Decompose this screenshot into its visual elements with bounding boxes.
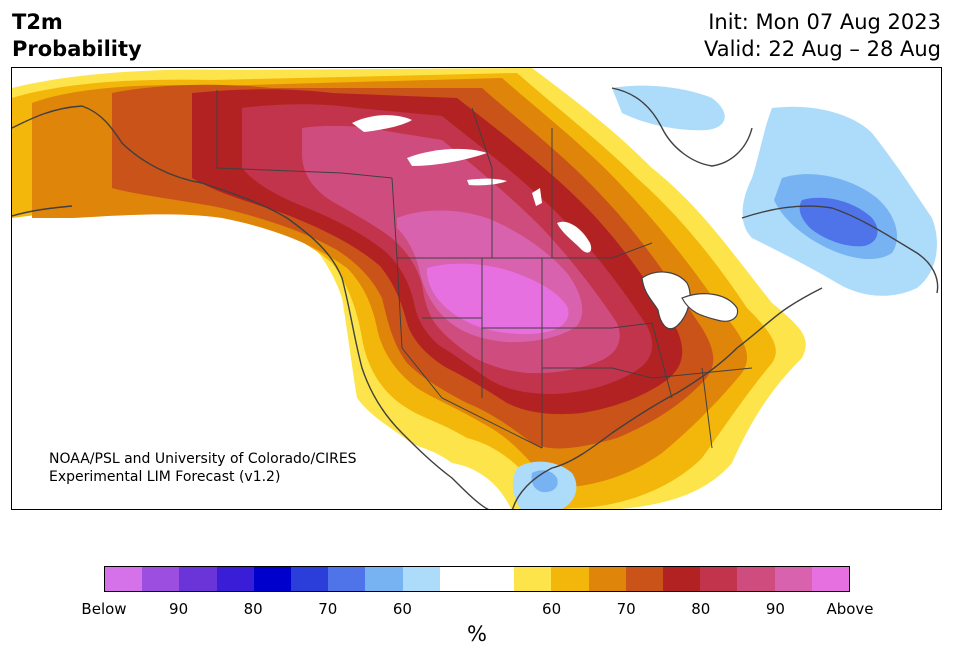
contour-above-max	[426, 263, 569, 335]
border-prairie-provinces	[471, 107, 553, 258]
colorbar-swatch	[365, 567, 403, 591]
lake-huron	[681, 293, 739, 322]
colorbar-tick-label: 60	[542, 600, 562, 618]
map-frame	[11, 67, 942, 510]
title-line-2: Probability	[12, 37, 142, 61]
colorbar-tick-label: 60	[392, 600, 412, 618]
colorbar-swatch	[142, 567, 180, 591]
contour-below-75	[799, 197, 878, 247]
hudson-bay-coast	[611, 87, 753, 167]
colorbar-swatch	[439, 567, 478, 591]
border-central-states	[422, 317, 612, 448]
great-slave-lake	[407, 148, 487, 166]
labrador-coast	[741, 205, 939, 294]
alaska-south-coast	[12, 205, 73, 217]
state-borders	[216, 90, 753, 449]
contour-below-60-north	[612, 85, 725, 131]
colorbar	[104, 566, 850, 592]
border-plains	[541, 258, 653, 379]
great-lakes	[641, 271, 691, 330]
coastline-outlines	[12, 87, 939, 509]
colorbar-tick-label: 90	[169, 600, 189, 618]
colorbar-swatch	[588, 567, 626, 591]
date-block: Init: Mon 07 Aug 2023 Valid: 22 Aug – 28…	[704, 9, 941, 63]
border-bc-alberta	[216, 90, 393, 179]
probability-fills	[12, 68, 937, 509]
credit-text: NOAA/PSL and University of Colorado/CIRE…	[49, 450, 357, 486]
colorbar-swatch	[253, 567, 292, 591]
colorbar-swatch	[105, 567, 143, 591]
colorbar-swatch	[700, 567, 738, 591]
colorbar-swatch	[216, 567, 254, 591]
pacific-coastline	[12, 105, 490, 509]
colorbar-swatch	[551, 567, 589, 591]
lake-small	[532, 188, 542, 206]
colorbar-tick-label: Below	[81, 600, 127, 618]
credit-line-2: Experimental LIM Forecast (v1.2)	[49, 469, 281, 485]
valid-range: Valid: 22 Aug – 28 Aug	[703, 37, 941, 61]
colorbar-tick-label: 90	[765, 600, 785, 618]
colorbar-swatch	[477, 567, 515, 591]
colorbar-tick-label: 70	[616, 600, 636, 618]
colorbar-swatch	[402, 567, 440, 591]
border-western-states	[396, 257, 543, 449]
colorbar-swatch	[737, 567, 775, 591]
colorbar-tick-label: 80	[691, 600, 711, 618]
title-block: T2m Probability	[12, 9, 142, 63]
colorbar-swatch	[774, 567, 812, 591]
colorbar-swatch	[328, 567, 366, 591]
colorbar-swatch	[291, 567, 329, 591]
colorbar-swatch	[179, 567, 217, 591]
probability-map	[12, 68, 941, 509]
title-line-1: T2m	[12, 10, 63, 34]
atlantic-coastline	[511, 287, 823, 509]
colorbar-tick-label: Above	[826, 600, 874, 618]
border-us-canada	[391, 177, 653, 259]
colorbar-tick-label: 70	[318, 600, 338, 618]
lake-athabasca	[467, 178, 507, 186]
border-midwest	[611, 322, 753, 449]
great-bear-lake	[352, 115, 412, 132]
colorbar-swatch	[811, 567, 850, 591]
init-date: Init: Mon 07 Aug 2023	[708, 10, 941, 34]
credit-line-1: NOAA/PSL and University of Colorado/CIRE…	[49, 451, 357, 467]
colorbar-swatch	[625, 567, 664, 591]
lake-winnipeg	[557, 221, 592, 253]
colorbar-unit: %	[467, 622, 487, 646]
colorbar-swatch	[514, 567, 552, 591]
colorbar-swatch	[663, 567, 701, 591]
colorbar-tick-label: 80	[243, 600, 263, 618]
